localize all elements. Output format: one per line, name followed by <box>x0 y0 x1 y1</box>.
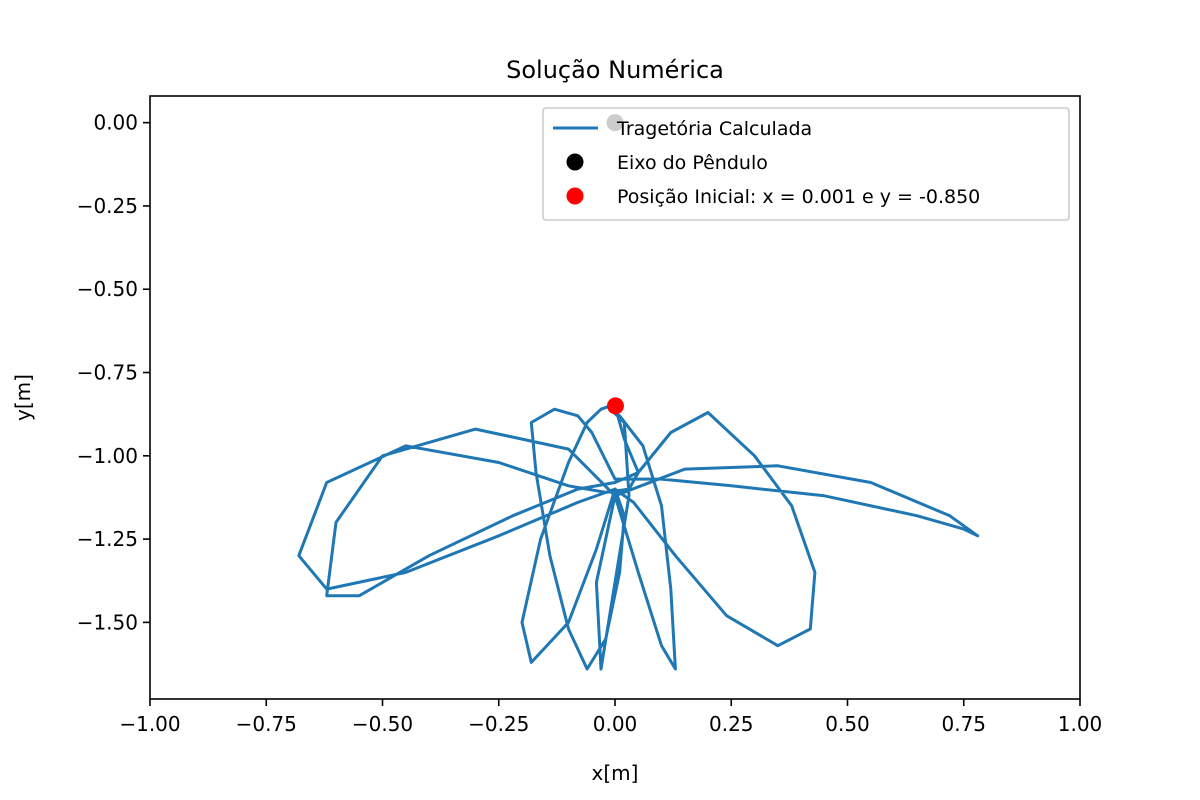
x-tick-label: 0.50 <box>825 712 870 736</box>
y-axis-ticks: 0.00 −0.25 −0.50 −0.75 −1.00 −1.25 −1.50 <box>77 111 150 634</box>
y-axis-label: y[m] <box>11 374 35 421</box>
legend-label: Posição Inicial: x = 0.001 e y = -0.850 <box>617 186 980 208</box>
legend-box <box>542 107 1070 221</box>
y-tick-label: −0.50 <box>77 277 138 301</box>
x-tick-label: 0.75 <box>941 712 986 736</box>
y-tick-label: 0.00 <box>93 111 138 135</box>
y-tick-label: −0.75 <box>77 361 138 385</box>
x-tick-label: 0.25 <box>709 712 754 736</box>
series-posicao-inicial-x-marker <box>606 397 624 415</box>
legend: Tragetória Calculada Eixo do Pêndulo Posiç… <box>542 107 1070 221</box>
x-tick-label: −0.75 <box>236 712 297 736</box>
x-tick-label: −0.25 <box>468 712 529 736</box>
legend-entries: Tragetória Calculada Eixo do Pêndulo Posiç… <box>553 118 980 208</box>
x-tick-label: −0.50 <box>352 712 413 736</box>
y-tick-label: −1.50 <box>77 610 138 634</box>
x-tick-label: −1.00 <box>119 712 180 736</box>
legend-label: Tragetória Calculada <box>616 118 812 140</box>
y-tick-label: −1.25 <box>77 527 138 551</box>
x-axis-ticks: −1.00 −0.75 −0.50 −0.25 0.00 0.25 0.50 0.75 1.00 <box>119 699 1102 736</box>
series-tragetoria-calculada-line <box>297 404 980 671</box>
x-tick-label: 1.00 <box>1058 712 1103 736</box>
legend-marker-swatch <box>566 187 584 205</box>
chart-title: Solução Numérica <box>506 56 724 84</box>
y-tick-label: −1.00 <box>77 444 138 468</box>
x-tick-label: 0.00 <box>593 712 638 736</box>
legend-label: Eixo do Pêndulo <box>617 152 768 174</box>
y-tick-label: −0.25 <box>77 194 138 218</box>
x-axis-label: x[m] <box>592 761 639 785</box>
legend-marker-swatch <box>566 153 584 171</box>
